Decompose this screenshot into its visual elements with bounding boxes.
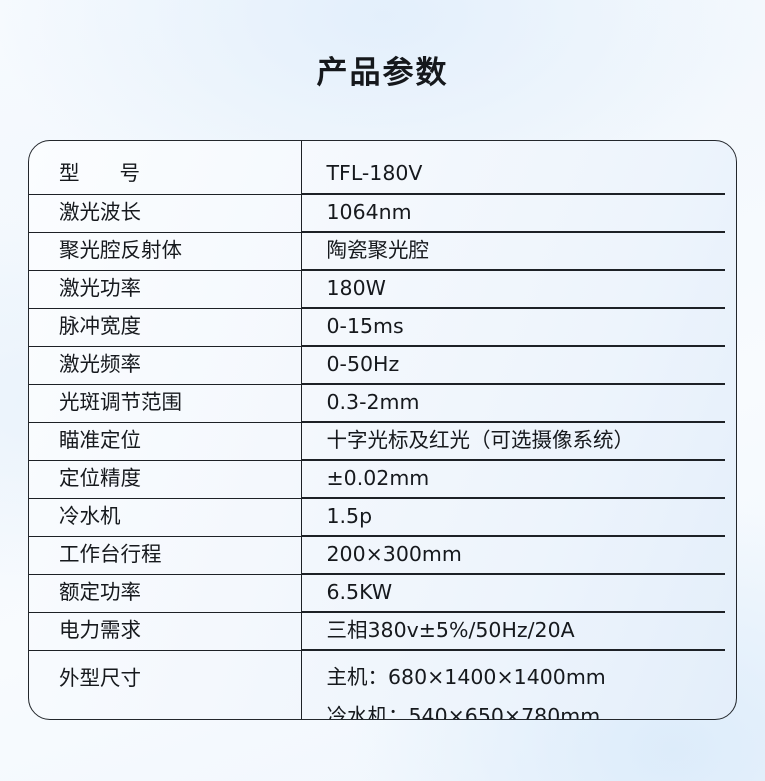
- table-row: 脉冲宽度 0-15ms: [29, 308, 736, 347]
- table-row: 型号 TFL-180V: [29, 141, 736, 195]
- spec-card: 型号 TFL-180V 激光波长 1064nm 聚光腔反射体 陶瓷聚光腔 激光功…: [28, 140, 737, 720]
- page-title: 产品参数: [316, 55, 449, 91]
- table-row: 外型尺寸 主机：680×1400×1400mm 冷水机：540×650×780m…: [29, 650, 736, 720]
- spec-value-cell: ±0.02mm: [301, 460, 736, 499]
- table-row: 激光波长 1064nm: [29, 194, 736, 233]
- spec-value-cell: 陶瓷聚光腔: [301, 232, 736, 271]
- spec-label-cell: 外型尺寸: [29, 650, 302, 719]
- spec-label-cell: 额定功率: [29, 574, 302, 613]
- spec-label-cell: 激光波长: [29, 194, 302, 233]
- spec-label-cell: 电力需求: [29, 612, 302, 651]
- table-row: 聚光腔反射体 陶瓷聚光腔: [29, 232, 736, 271]
- spec-label-cell: 光斑调节范围: [29, 384, 302, 423]
- spec-value-cell: 0.3-2mm: [301, 384, 736, 423]
- spec-value-cell: 三相380v±5%/50Hz/20A: [301, 612, 736, 651]
- table-row: 电力需求 三相380v±5%/50Hz/20A: [29, 612, 736, 651]
- spec-label-cell: 工作台行程: [29, 536, 302, 575]
- spec-label-model: 型号: [59, 161, 140, 186]
- spec-label-cell: 激光功率: [29, 270, 302, 309]
- spec-value-cell: 十字光标及红光（可选摄像系统）: [301, 422, 736, 461]
- spec-value-cell: TFL-180V: [301, 141, 736, 195]
- spec-label-cell: 激光频率: [29, 346, 302, 385]
- table-row: 光斑调节范围 0.3-2mm: [29, 384, 736, 423]
- spec-label-cell: 瞄准定位: [29, 422, 302, 461]
- table-row: 额定功率 6.5KW: [29, 574, 736, 613]
- spec-label-cell: 冷水机: [29, 498, 302, 537]
- spec-label-cell: 聚光腔反射体: [29, 232, 302, 271]
- table-row: 定位精度 ±0.02mm: [29, 460, 736, 499]
- spec-label-cell: 型号: [29, 141, 302, 195]
- spec-value-cell: 1.5p: [301, 498, 736, 537]
- spec-value-cell: 6.5KW: [301, 574, 736, 613]
- spec-label-cell: 脉冲宽度: [29, 308, 302, 347]
- spec-value-cell: 180W: [301, 270, 736, 309]
- table-row: 激光频率 0-50Hz: [29, 346, 736, 385]
- table-row: 冷水机 1.5p: [29, 498, 736, 537]
- spec-value-cell: 主机：680×1400×1400mm 冷水机：540×650×780mm: [301, 650, 736, 720]
- table-row: 工作台行程 200×300mm: [29, 536, 736, 575]
- spec-value-cell: 0-15ms: [301, 308, 736, 347]
- spec-value-cell: 0-50Hz: [301, 346, 736, 385]
- spec-table: 型号 TFL-180V 激光波长 1064nm 聚光腔反射体 陶瓷聚光腔 激光功…: [29, 141, 736, 720]
- table-row: 激光功率 180W: [29, 270, 736, 309]
- spec-value-line-main-unit: 主机：680×1400×1400mm: [326, 665, 606, 689]
- spec-value-line-chiller: 冷水机：540×650×780mm: [326, 704, 601, 720]
- spec-label-cell: 定位精度: [29, 460, 302, 499]
- spec-value-cell: 200×300mm: [301, 536, 736, 575]
- spec-value-cell: 1064nm: [301, 194, 736, 233]
- table-row: 瞄准定位 十字光标及红光（可选摄像系统）: [29, 422, 736, 461]
